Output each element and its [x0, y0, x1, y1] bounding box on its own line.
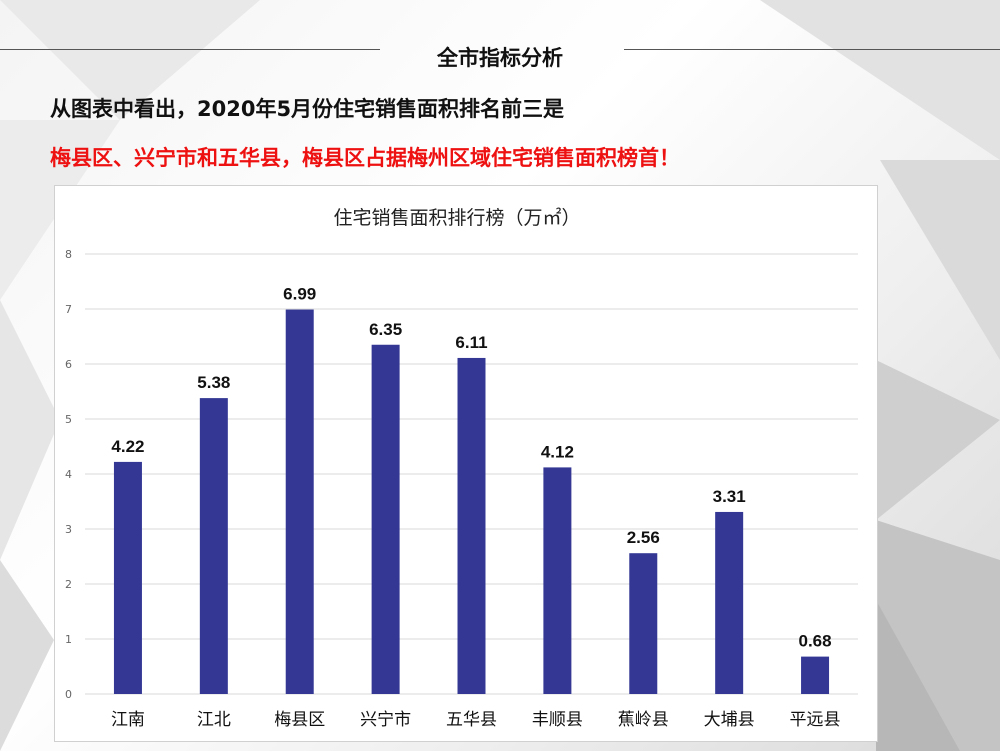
- data-label: 0.68: [799, 632, 832, 651]
- y-tick-label: 4: [65, 468, 72, 481]
- x-tick-label: 五华县: [446, 710, 497, 730]
- x-tick-label: 蕉岭县: [618, 710, 669, 730]
- x-tick-label: 梅县区: [274, 710, 325, 730]
- x-tick-label: 平远县: [790, 710, 841, 730]
- data-label: 6.11: [455, 333, 487, 352]
- y-tick-label: 1: [65, 633, 72, 646]
- y-axis-ticks: 0 1 2 3 4 5 6 7 8: [65, 248, 72, 701]
- bar-chart: 住宅销售面积排行榜（万㎡） 0 1 2 3 4 5 6 7 8 4.22 5.38 6.99 6.35…: [65, 206, 858, 730]
- data-label: 4.12: [541, 442, 574, 461]
- y-tick-label: 6: [65, 358, 72, 371]
- bar: [629, 553, 658, 694]
- header-divider-left: [0, 49, 380, 50]
- bar: [113, 461, 142, 694]
- value-labels: 4.22 5.38 6.99 6.35 6.11 4.12 2.56 3.31 0.68: [111, 285, 831, 651]
- chart-title: 住宅销售面积排行榜（万㎡）: [333, 206, 580, 229]
- bar: [543, 467, 572, 694]
- data-label: 4.22: [111, 437, 144, 456]
- bar: [457, 357, 486, 694]
- x-tick-label: 兴宁市: [360, 710, 411, 730]
- bar: [801, 656, 830, 694]
- x-tick-label: 丰顺县: [532, 710, 583, 730]
- bars: [113, 309, 830, 694]
- page-title: 全市指标分析: [437, 46, 563, 70]
- y-tick-label: 3: [65, 523, 72, 536]
- bar: [715, 511, 744, 694]
- data-label: 3.31: [713, 487, 746, 506]
- data-label: 5.38: [197, 373, 230, 392]
- y-tick-label: 5: [65, 413, 72, 426]
- header-divider-right: [624, 49, 1000, 50]
- y-tick-label: 2: [65, 578, 72, 591]
- y-tick-label: 7: [65, 303, 72, 316]
- x-tick-label: 大埔县: [704, 710, 755, 730]
- data-label: 2.56: [627, 528, 660, 547]
- data-label: 6.99: [283, 285, 316, 304]
- data-label: 6.35: [369, 320, 402, 339]
- bar: [199, 398, 228, 694]
- x-tick-label: 江南: [111, 710, 145, 730]
- y-tick-label: 0: [65, 688, 72, 701]
- x-tick-label: 江北: [197, 710, 231, 730]
- bar: [285, 309, 314, 694]
- bar: [371, 344, 400, 694]
- y-tick-label: 8: [65, 248, 72, 261]
- highlight-line: 梅县区、兴宁市和五华县，梅县区占据梅州区域住宅销售面积榜首！: [50, 146, 680, 170]
- x-axis-labels: 江南 江北 梅县区 兴宁市 五华县 丰顺县 蕉岭县 大埔县 平远县: [111, 710, 841, 730]
- chart-container: 住宅销售面积排行榜（万㎡） 0 1 2 3 4 5 6 7 8 4.22 5.38 6.99 6.35…: [54, 185, 878, 742]
- summary-line: 从图表中看出，2020年5月份住宅销售面积排名前三是: [50, 97, 565, 121]
